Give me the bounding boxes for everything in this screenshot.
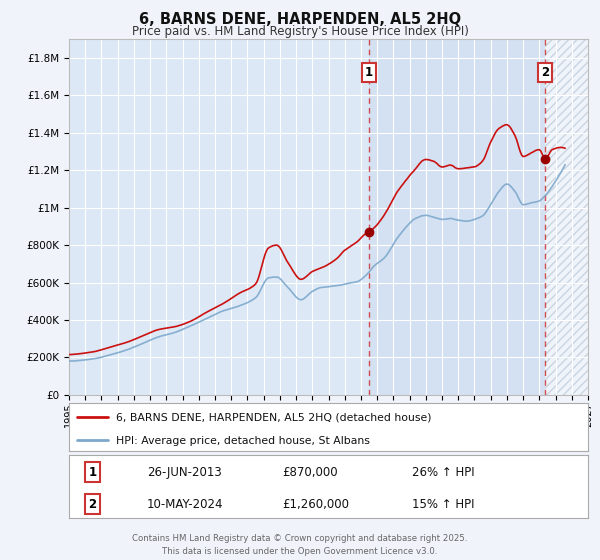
Bar xyxy=(545,39,588,395)
Text: 1: 1 xyxy=(365,67,373,80)
Bar xyxy=(369,39,545,395)
Text: 26% ↑ HPI: 26% ↑ HPI xyxy=(412,466,474,479)
Text: HPI: Average price, detached house, St Albans: HPI: Average price, detached house, St A… xyxy=(116,436,370,446)
Text: 6, BARNS DENE, HARPENDEN, AL5 2HQ: 6, BARNS DENE, HARPENDEN, AL5 2HQ xyxy=(139,12,461,26)
Text: 1: 1 xyxy=(88,466,97,479)
Text: Price paid vs. HM Land Registry's House Price Index (HPI): Price paid vs. HM Land Registry's House … xyxy=(131,25,469,38)
Text: 10-MAY-2024: 10-MAY-2024 xyxy=(147,498,223,511)
Text: 15% ↑ HPI: 15% ↑ HPI xyxy=(412,498,474,511)
Text: 2: 2 xyxy=(88,498,97,511)
Text: Contains HM Land Registry data © Crown copyright and database right 2025.
This d: Contains HM Land Registry data © Crown c… xyxy=(132,534,468,557)
Text: £870,000: £870,000 xyxy=(282,466,337,479)
Text: 26-JUN-2013: 26-JUN-2013 xyxy=(147,466,221,479)
Text: 2: 2 xyxy=(541,67,550,80)
Text: £1,260,000: £1,260,000 xyxy=(282,498,349,511)
Text: 6, BARNS DENE, HARPENDEN, AL5 2HQ (detached house): 6, BARNS DENE, HARPENDEN, AL5 2HQ (detac… xyxy=(116,413,431,422)
